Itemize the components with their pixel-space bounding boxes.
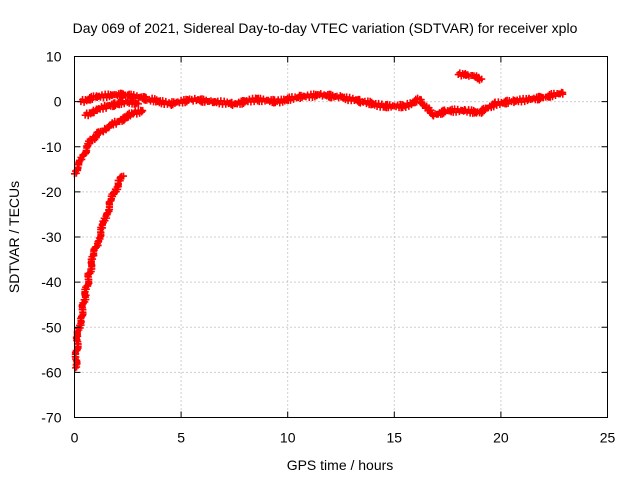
y-tick-label: 10 xyxy=(46,49,62,65)
x-axis-label: GPS time / hours xyxy=(287,457,394,473)
data-points xyxy=(71,69,567,372)
y-axis-ticks: 10 0 -10 -20 -30 -40 -50 -60 -70 xyxy=(41,49,608,426)
x-tick-label: 20 xyxy=(493,430,509,446)
y-tick-label: -40 xyxy=(41,274,61,290)
x-tick-label: 0 xyxy=(71,430,79,446)
y-tick-label: -30 xyxy=(41,229,61,245)
series-arc-main-trail xyxy=(88,96,96,104)
x-tick-label: 10 xyxy=(280,430,296,446)
x-tick-label: 25 xyxy=(600,430,616,446)
y-tick-label: -20 xyxy=(41,184,61,200)
x-tick-label: 15 xyxy=(387,430,403,446)
series-arc-recovery-trail xyxy=(78,155,86,163)
chart-title: Day 069 of 2021, Sidereal Day-to-day VTE… xyxy=(73,20,578,36)
x-tick-label: 5 xyxy=(177,430,185,446)
y-tick-label: -70 xyxy=(41,410,61,426)
plot-frame xyxy=(74,56,608,418)
series-arc-recovery-trail xyxy=(128,109,136,117)
y-tick-label: -10 xyxy=(41,139,61,155)
series-arc-steep-trail xyxy=(118,172,126,180)
x-axis-ticks: 0 5 10 15 20 25 xyxy=(71,56,616,446)
y-axis-label: SDTVAR / TECUs xyxy=(6,181,22,293)
series-arc-main-trail xyxy=(559,90,567,98)
series-arc-main-trail xyxy=(185,96,193,104)
series-arc-main-trail xyxy=(143,96,151,104)
series-arc-main-trail xyxy=(414,94,422,102)
series-arc-main-trail xyxy=(441,108,449,116)
series-arc-recovery-trail xyxy=(138,107,146,115)
series-arc-high-trail xyxy=(476,76,484,84)
grid xyxy=(74,56,608,418)
y-tick-label: 0 xyxy=(54,94,62,110)
y-tick-label: -60 xyxy=(41,364,61,380)
series-arc-main-trail xyxy=(346,93,354,101)
y-tick-label: -50 xyxy=(41,319,61,335)
series-arc-short-trail xyxy=(133,99,141,107)
